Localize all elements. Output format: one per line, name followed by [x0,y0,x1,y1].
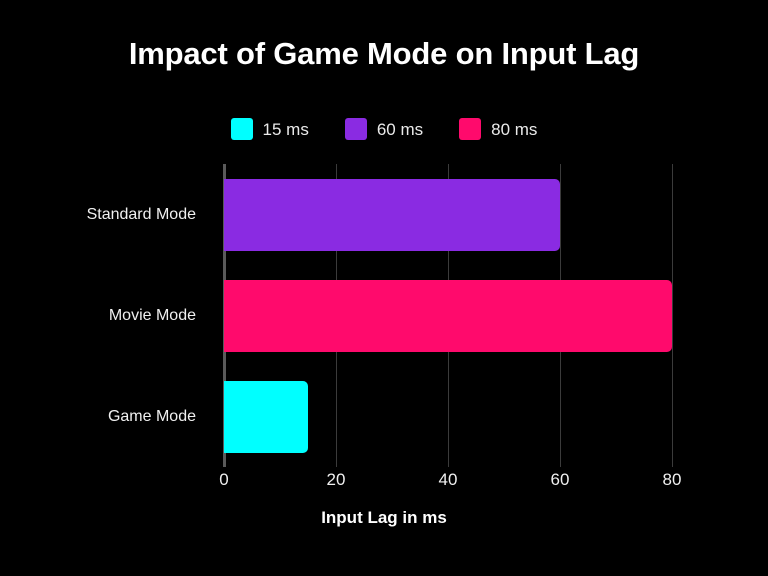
x-tick-label: 0 [219,470,229,489]
x-axis-tick-labels: 0 20 40 60 80 [219,470,681,494]
x-tick-label: 20 [326,470,346,489]
legend-swatch-icon [230,118,253,140]
chart-legend: 15 ms 60 ms 80 ms [0,118,768,140]
legend-swatch-icon [344,118,367,140]
legend-item[interactable]: 15 ms [230,118,309,140]
legend-item[interactable]: 60 ms [344,118,424,140]
y-axis-label-movie-mode: Movie Mode [108,306,196,324]
chart-title: Impact of Game Mode on Input Lag [128,36,640,71]
y-axis-line [223,164,225,467]
x-tick-label: 40 [438,470,458,489]
bar-row [224,380,308,453]
legend-item-label: 80 ms [491,119,538,139]
bar-game-mode[interactable] [224,380,308,453]
x-tick-label: 60 [550,470,570,489]
bar-standard-mode[interactable] [224,178,560,251]
x-tick-label: 80 [662,470,682,489]
x-axis-title: Input Lag in ms [321,508,447,527]
y-axis-label-game-mode: Game Mode [107,407,196,425]
legend-item[interactable]: 80 ms [459,118,537,140]
bar-movie-mode[interactable] [224,279,672,352]
legend-item-label: 15 ms [262,119,309,139]
bar-row [224,178,560,251]
plot-area [223,164,673,467]
bar-row [224,279,672,352]
gridline [672,164,673,467]
legend-item-label: 60 ms [376,119,424,139]
y-axis-label-standard-mode: Standard Mode [86,205,196,223]
y-axis-category-labels: Standard Mode Movie Mode Game Mode [0,164,210,467]
legend-swatch-icon [459,118,482,140]
